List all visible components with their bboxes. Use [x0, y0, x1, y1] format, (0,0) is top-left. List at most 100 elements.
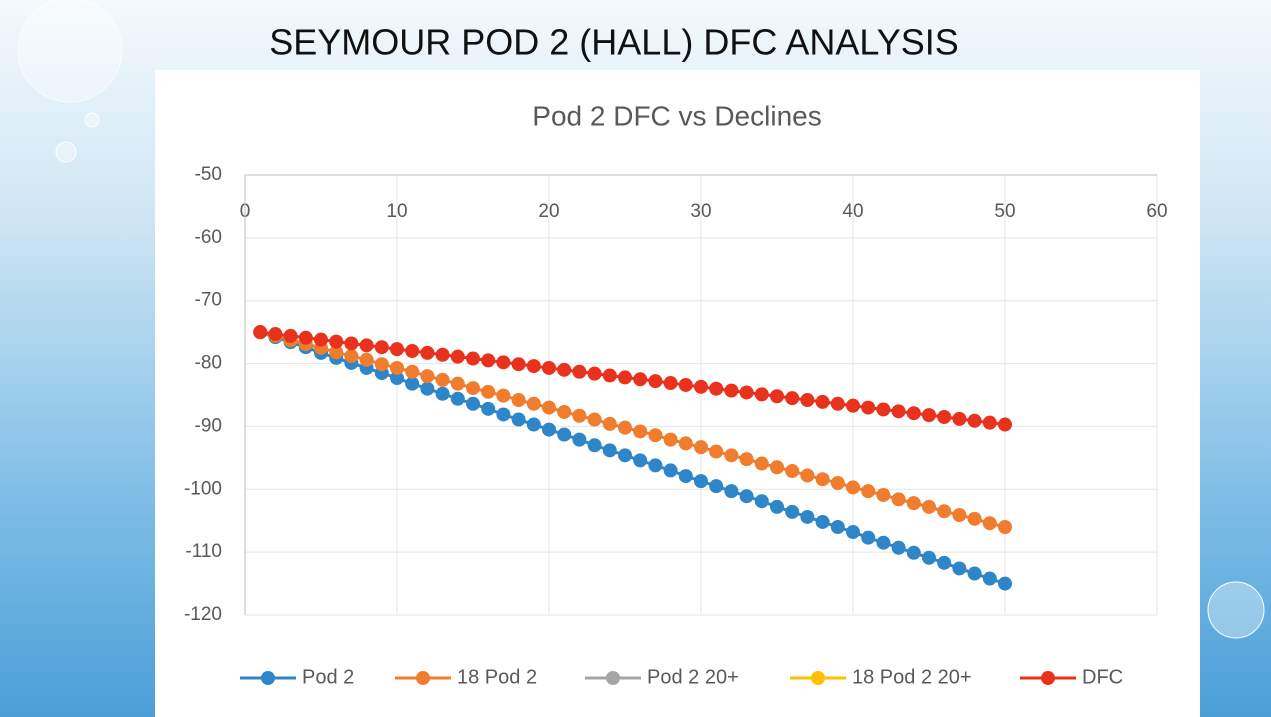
water-drop	[1208, 582, 1264, 638]
data-point	[664, 463, 678, 477]
data-point	[405, 365, 419, 379]
data-point	[998, 577, 1012, 591]
legend-label: 18 Pod 2	[457, 666, 537, 688]
data-point	[952, 508, 966, 522]
data-point	[299, 331, 313, 345]
data-point	[846, 399, 860, 413]
data-point	[466, 397, 480, 411]
data-point	[603, 417, 617, 431]
data-point	[679, 436, 693, 450]
slide: SEYMOUR POD 2 (HALL) DFC ANALYSIS Pod 2 …	[0, 0, 1271, 717]
data-point	[451, 392, 465, 406]
data-point	[876, 488, 890, 502]
data-point	[724, 484, 738, 498]
x-tick-label: 20	[538, 201, 559, 222]
data-point	[375, 340, 389, 354]
data-point	[724, 384, 738, 398]
data-point	[785, 391, 799, 405]
legend-label: 18 Pod 2 20+	[852, 666, 972, 688]
data-point	[542, 401, 556, 415]
data-point	[846, 480, 860, 494]
y-tick-label: -60	[195, 227, 222, 248]
data-point	[527, 397, 541, 411]
data-point	[664, 376, 678, 390]
legend-marker	[811, 671, 825, 685]
data-point	[481, 353, 495, 367]
data-point	[436, 387, 450, 401]
data-point	[694, 474, 708, 488]
x-tick-label: 50	[994, 201, 1015, 222]
data-point	[496, 389, 510, 403]
data-point	[831, 476, 845, 490]
data-point	[800, 510, 814, 524]
data-point	[588, 438, 602, 452]
data-point	[785, 464, 799, 478]
data-point	[466, 352, 480, 366]
data-point	[937, 410, 951, 424]
data-point	[572, 409, 586, 423]
data-point	[633, 424, 647, 438]
data-point	[512, 357, 526, 371]
y-tick-label: -120	[184, 604, 222, 625]
data-point	[557, 405, 571, 419]
data-point	[998, 418, 1012, 432]
data-point	[755, 387, 769, 401]
data-point	[314, 333, 328, 347]
data-point	[755, 494, 769, 508]
data-point	[588, 367, 602, 381]
data-point	[679, 469, 693, 483]
data-point	[481, 385, 495, 399]
data-point	[952, 412, 966, 426]
data-point	[968, 512, 982, 526]
data-point	[831, 520, 845, 534]
data-point	[329, 335, 343, 349]
data-point	[800, 468, 814, 482]
data-point	[937, 504, 951, 518]
data-point	[375, 357, 389, 371]
water-drop	[85, 113, 99, 127]
legend-marker	[606, 671, 620, 685]
data-point	[724, 448, 738, 462]
data-point	[512, 413, 526, 427]
data-point	[390, 342, 404, 356]
data-point	[694, 440, 708, 454]
legend-label: Pod 2 20+	[647, 666, 739, 688]
data-point	[952, 561, 966, 575]
data-point	[983, 516, 997, 530]
data-point	[694, 380, 708, 394]
data-point	[968, 414, 982, 428]
data-point	[861, 531, 875, 545]
legend-label: Pod 2	[302, 666, 354, 688]
data-point	[907, 496, 921, 510]
data-point	[496, 407, 510, 421]
data-point	[846, 525, 860, 539]
data-point	[785, 505, 799, 519]
data-point	[557, 428, 571, 442]
legend-marker	[1041, 671, 1055, 685]
legend-marker	[416, 671, 430, 685]
data-point	[907, 406, 921, 420]
data-point	[800, 393, 814, 407]
data-point	[481, 402, 495, 416]
data-point	[648, 458, 662, 472]
data-point	[603, 443, 617, 457]
y-tick-label: -100	[184, 478, 222, 499]
data-point	[436, 373, 450, 387]
data-point	[892, 404, 906, 418]
data-point	[892, 541, 906, 555]
data-point	[831, 397, 845, 411]
data-point	[709, 445, 723, 459]
legend-label: DFC	[1082, 666, 1123, 688]
data-point	[861, 484, 875, 498]
y-tick-label: -80	[195, 353, 222, 374]
data-point	[268, 327, 282, 341]
data-point	[816, 472, 830, 486]
data-point	[648, 428, 662, 442]
data-point	[527, 359, 541, 373]
data-point	[922, 551, 936, 565]
data-point	[770, 389, 784, 403]
data-point	[512, 393, 526, 407]
data-point	[633, 372, 647, 386]
x-tick-label: 30	[690, 201, 711, 222]
data-point	[709, 479, 723, 493]
